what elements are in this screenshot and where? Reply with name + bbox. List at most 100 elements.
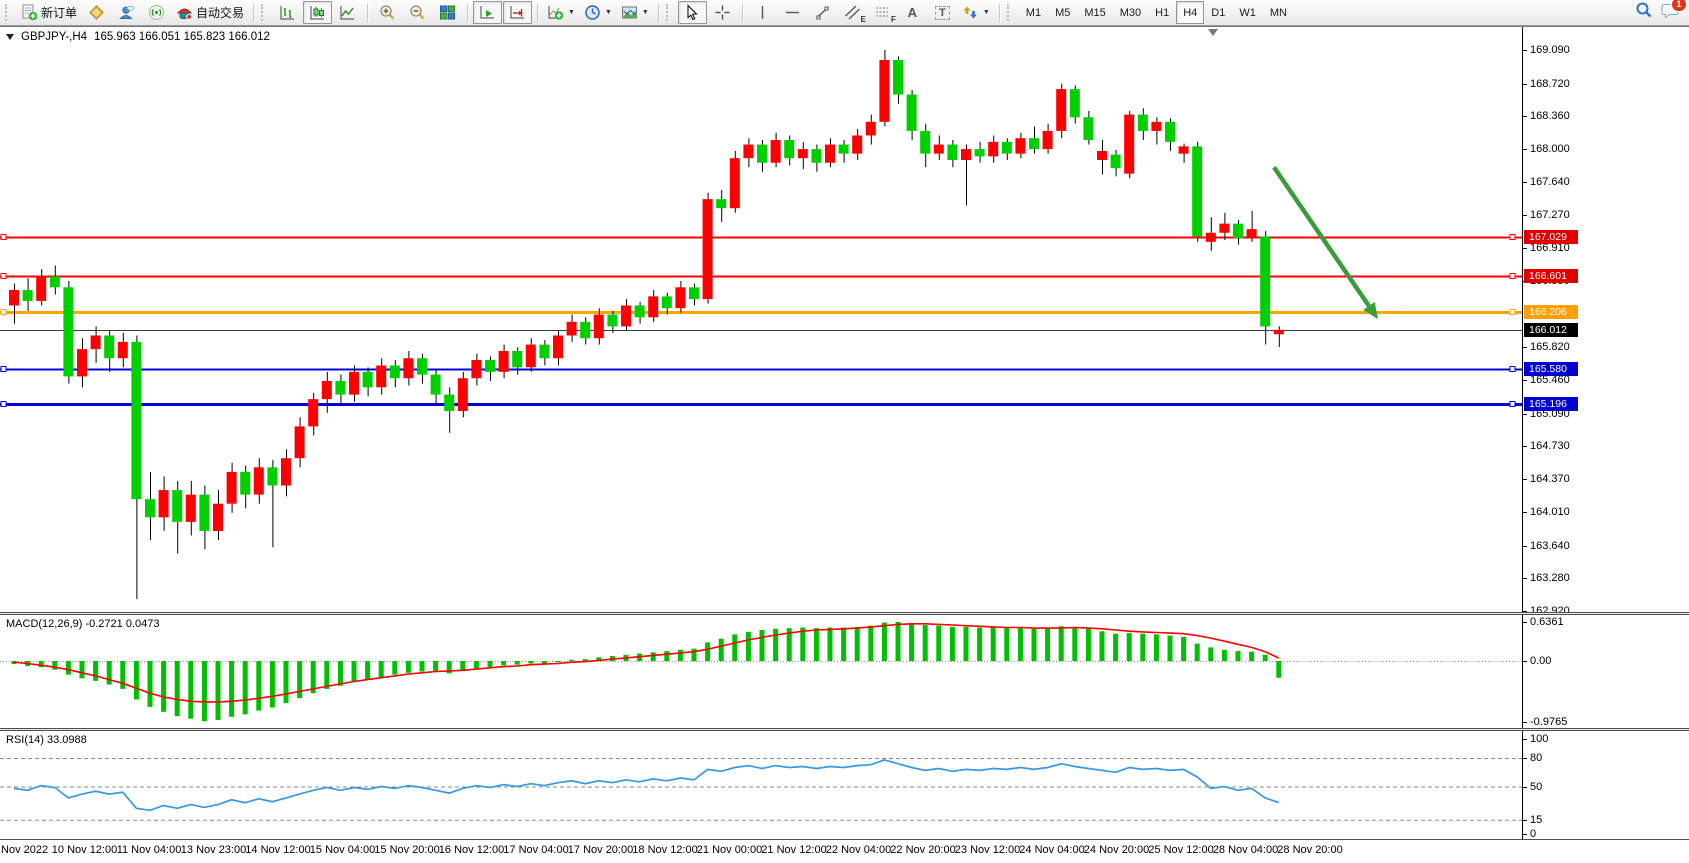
macd-histogram-bar [582, 659, 588, 661]
community-button[interactable] [112, 1, 141, 24]
candle-body [1246, 229, 1257, 239]
price-tick: 163.280 [1523, 571, 1570, 585]
search-icon[interactable] [1635, 1, 1653, 24]
timeframe-button-H1[interactable]: H1 [1155, 6, 1170, 19]
periods-caret-icon[interactable]: ▼ [604, 9, 612, 16]
candle-body [9, 290, 19, 306]
chart-window[interactable]: GBPJPY-,H4 165.963 166.051 165.823 166.0… [0, 26, 1689, 863]
price-tick: 164.010 [1523, 505, 1570, 519]
candle [498, 344, 509, 379]
new-order-button[interactable]: 新订单 [17, 1, 81, 24]
candle-body [689, 287, 699, 300]
indicators-button[interactable]: ▼ [543, 1, 579, 24]
text-icon: A [907, 5, 918, 20]
candle-body [648, 296, 659, 318]
time-label: 11 Nov 04:00 [116, 844, 182, 856]
candle [1124, 110, 1135, 179]
macd-histogram-bar [1058, 626, 1064, 661]
templates-button[interactable]: ▼ [617, 1, 653, 24]
timeframe-button-MN[interactable]: MN [1269, 6, 1287, 19]
tile-windows-button[interactable] [433, 1, 462, 24]
timeframe-button-M1[interactable]: M1 [1025, 6, 1042, 19]
bar-chart-button[interactable] [273, 1, 302, 24]
macd-histogram-bar [1208, 647, 1214, 661]
candle-body [634, 305, 645, 318]
panel-splitter[interactable] [0, 612, 1689, 615]
timeframe-button-H4[interactable]: H4 [1176, 1, 1205, 24]
tile-windows-icon [439, 4, 456, 21]
candle-body [675, 287, 686, 309]
macd-histogram-bar [528, 661, 534, 664]
timeframe-button-M30[interactable]: M30 [1119, 6, 1142, 19]
vertical-line-button[interactable] [748, 1, 777, 24]
horizontal-line-button[interactable] [778, 1, 807, 24]
line-chart-button[interactable] [333, 1, 362, 24]
toolbar-grip[interactable] [1006, 4, 1014, 21]
macd-histogram-bar [963, 626, 969, 661]
candle-body [1219, 223, 1230, 233]
macd-histogram-bar [446, 661, 452, 674]
zoom-in-button[interactable] [373, 1, 402, 24]
candle [580, 317, 591, 345]
price-tag-167.029: 167.029 [1524, 230, 1578, 245]
fibonacci-button[interactable]: F [868, 1, 897, 24]
chart-shift-button[interactable] [503, 1, 533, 24]
chart-shift-marker[interactable] [1208, 29, 1218, 36]
candle-body [335, 380, 346, 395]
candle-body [172, 490, 183, 522]
macd-panel[interactable] [0, 615, 1522, 727]
text-button[interactable]: A [898, 1, 927, 24]
macd-histogram-bar [691, 648, 697, 661]
macd-histogram-bar [405, 661, 411, 673]
arrows-caret-icon[interactable]: ▼ [982, 9, 990, 16]
candle [457, 371, 468, 418]
arrows-button[interactable]: ▼ [958, 1, 994, 24]
panel-splitter[interactable] [0, 728, 1689, 731]
zoom-out-button[interactable] [403, 1, 432, 24]
line-handle [0, 309, 7, 315]
trendline-button[interactable] [808, 1, 837, 24]
timeframe-button-W1[interactable]: W1 [1239, 6, 1256, 19]
candle [376, 358, 387, 395]
toolbar-separator [741, 3, 743, 22]
price-chart-panel[interactable] [0, 27, 1522, 612]
cursor-button[interactable] [677, 1, 707, 24]
macd-histogram-bar [1126, 633, 1132, 661]
price-axis[interactable]: 169.090 168.720 168.360 168.000 167.640 167.2… [1522, 27, 1689, 840]
text-label-button[interactable]: T [928, 1, 957, 24]
macd-histogram-bar [269, 661, 275, 708]
signals-button[interactable] [142, 1, 171, 24]
candle-body [349, 371, 359, 395]
candle [566, 314, 577, 342]
auto-scroll-button[interactable] [473, 1, 503, 24]
candle [213, 490, 223, 541]
time-axis-line [0, 839, 1689, 840]
equidistant-channel-button[interactable]: E [838, 1, 867, 24]
timeframe-button-D1[interactable]: D1 [1211, 6, 1226, 19]
macd-histogram-bar [147, 661, 153, 707]
toolbar-grip[interactable] [261, 4, 268, 21]
candle [797, 141, 808, 170]
periods-button[interactable]: ▼ [580, 1, 616, 24]
candlestick-chart-button[interactable] [303, 1, 333, 24]
templates-caret-icon[interactable]: ▼ [641, 9, 649, 16]
toolbar-grip[interactable] [665, 4, 673, 21]
candle-body [729, 158, 740, 209]
auto-trading-button[interactable]: 自动交易 [172, 1, 248, 24]
rsi-panel[interactable] [0, 731, 1522, 838]
editor-button[interactable] [82, 1, 111, 24]
price-tick: 165.820 [1523, 340, 1570, 354]
macd-histogram-bar [718, 638, 724, 661]
timeframe-button-M15[interactable]: M15 [1084, 6, 1106, 19]
timeframe-button-M5[interactable]: M5 [1055, 6, 1071, 19]
chart-menu-icon[interactable] [6, 34, 14, 40]
rsi-axis-tick: 100 [1523, 732, 1548, 746]
rsi-axis-tick: 80 [1523, 751, 1542, 765]
chat-button[interactable]: 1 [1661, 0, 1687, 24]
candle-body [607, 314, 618, 327]
indicators-caret-icon[interactable]: ▼ [568, 9, 575, 16]
toolbar-grip[interactable] [5, 4, 12, 21]
crosshair-button[interactable] [708, 1, 737, 24]
candle-body [403, 358, 414, 379]
